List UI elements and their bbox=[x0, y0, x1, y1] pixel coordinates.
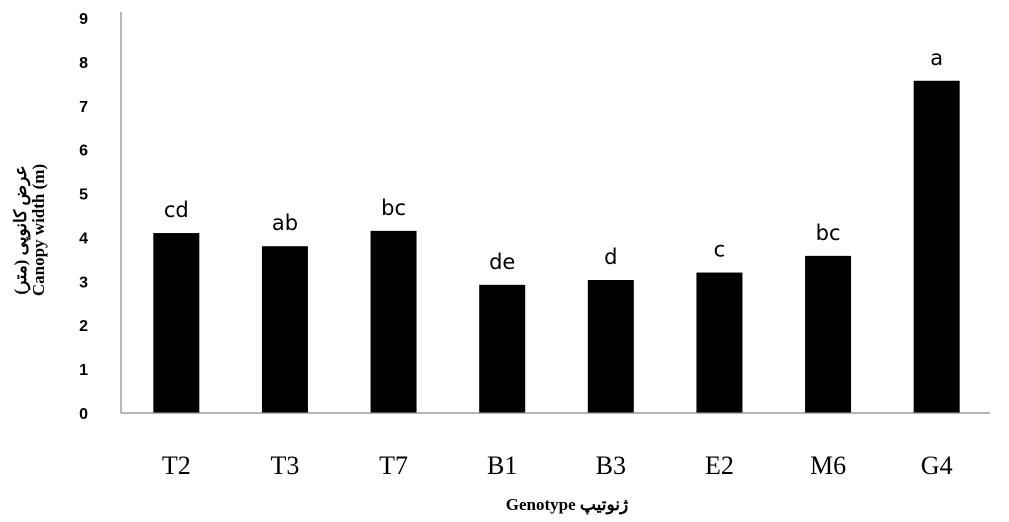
data-label-t3: ab bbox=[272, 211, 298, 235]
y-tick-label: 5 bbox=[79, 187, 88, 204]
bar-b3 bbox=[587, 280, 634, 413]
bars bbox=[153, 80, 960, 413]
bar-t7 bbox=[370, 230, 417, 413]
bar-g4 bbox=[913, 80, 960, 413]
y-tick-labels: 0 1 2 3 4 5 6 7 8 9 bbox=[79, 11, 88, 423]
data-label-g4: a bbox=[930, 46, 943, 70]
bar-m6 bbox=[805, 255, 852, 413]
y-tick-label: 8 bbox=[79, 55, 88, 72]
y-tick-label: 0 bbox=[79, 406, 88, 423]
data-labels: cd ab bc de d c bc a bbox=[164, 46, 943, 274]
x-tick-label-e2: E2 bbox=[705, 451, 734, 480]
data-label-m6: bc bbox=[816, 221, 841, 245]
data-label-e2: c bbox=[714, 238, 726, 262]
data-label-t2: cd bbox=[164, 198, 189, 222]
y-tick-label: 4 bbox=[79, 230, 88, 247]
x-tick-label-m6: M6 bbox=[810, 451, 846, 480]
x-tick-label-b1: B1 bbox=[487, 451, 517, 480]
y-tick-label: 3 bbox=[79, 274, 88, 291]
x-tick-label-t2: T2 bbox=[162, 451, 191, 480]
y-tick-label: 7 bbox=[79, 99, 88, 116]
bar-t3 bbox=[261, 246, 308, 413]
bar-t2 bbox=[153, 233, 200, 413]
x-tick-label-t7: T7 bbox=[379, 451, 408, 480]
y-tick-label: 9 bbox=[79, 11, 88, 28]
bar-b1 bbox=[479, 284, 526, 413]
x-axis-label: Genotype ژنوتیپ bbox=[506, 495, 628, 515]
y-tick-label: 1 bbox=[79, 362, 88, 379]
data-label-b3: d bbox=[604, 245, 617, 269]
x-tick-label-b3: B3 bbox=[596, 451, 626, 480]
data-label-b1: de bbox=[489, 250, 515, 274]
bar-e2 bbox=[696, 272, 743, 413]
y-axis-label-persian: عرض کانوپی (متر) bbox=[11, 165, 31, 294]
y-tick-label: 6 bbox=[79, 143, 88, 160]
y-tick-label: 2 bbox=[79, 318, 88, 335]
y-axis-label-english: Canopy width (m) bbox=[29, 164, 48, 296]
x-tick-label-g4: G4 bbox=[921, 451, 953, 480]
x-tick-label-t3: T3 bbox=[270, 451, 299, 480]
x-tick-labels: T2 T3 T7 B1 B3 E2 M6 G4 bbox=[162, 451, 953, 480]
data-label-t7: bc bbox=[381, 196, 406, 220]
